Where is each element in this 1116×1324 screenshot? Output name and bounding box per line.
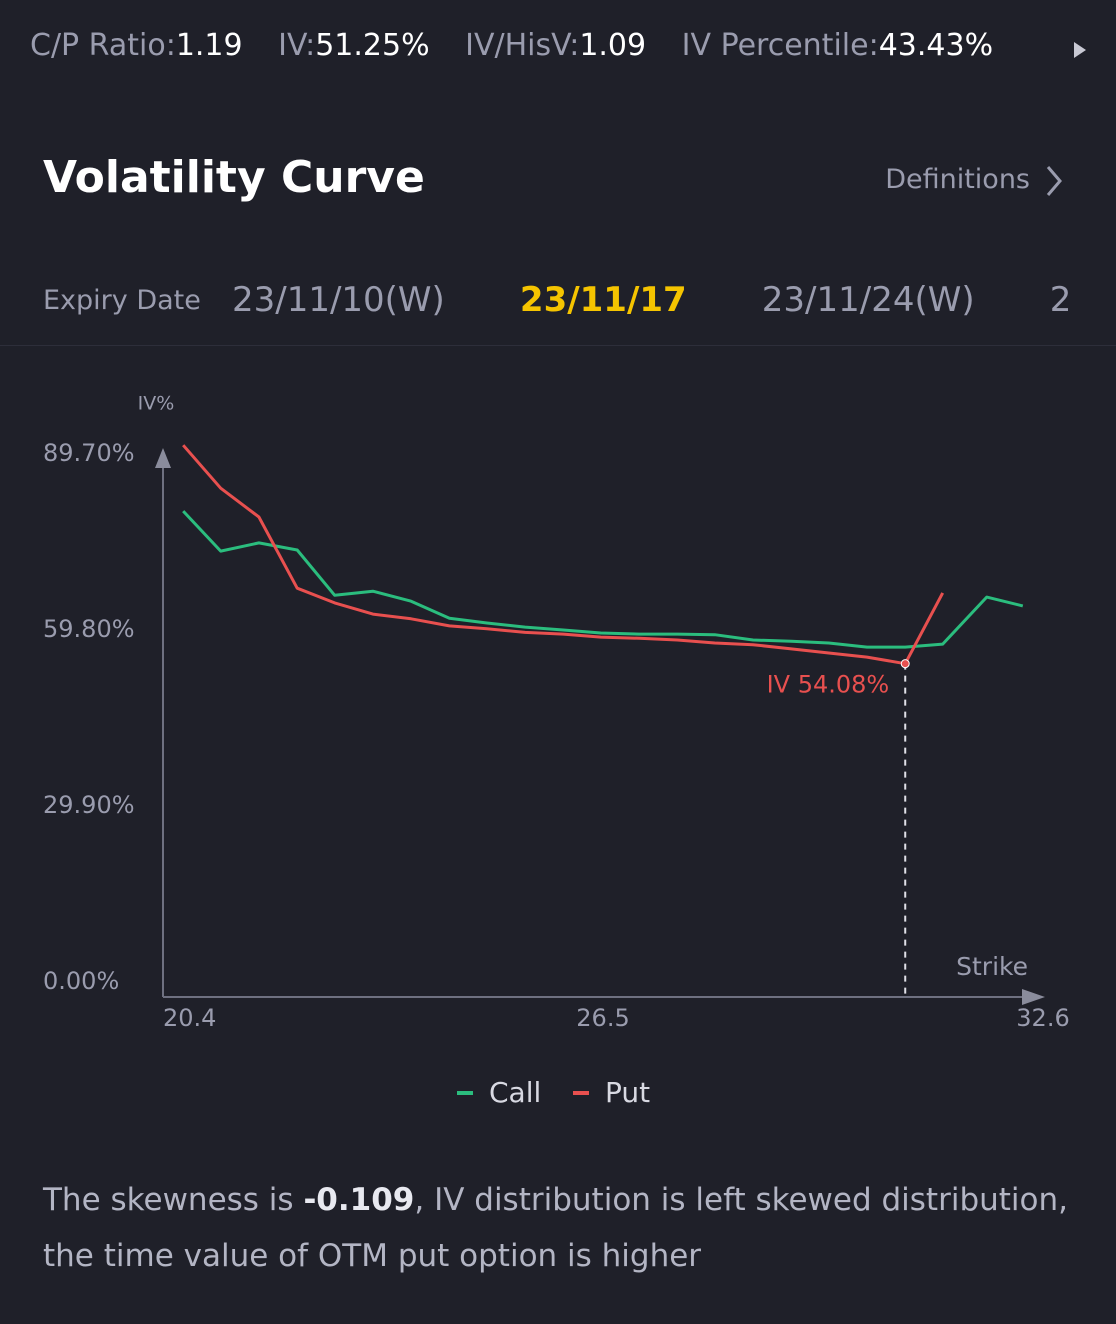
x-axis-arrow — [1022, 989, 1045, 1005]
y-axis-arrow — [155, 448, 171, 468]
divider — [0, 345, 1116, 346]
chart: IV% Strike 0.00% 29.90% 59.80% 89.70% 20.4 26… — [43, 393, 1070, 1110]
desc-text: The skewness is — [43, 1182, 304, 1218]
desc-text: , IV distribution is left skewed distrib… — [43, 1182, 1069, 1274]
stat-label: IV Percentile: — [681, 28, 879, 63]
more-arrow[interactable] — [1072, 40, 1090, 60]
series-line — [182, 444, 945, 666]
legend-label: Put — [605, 1076, 650, 1109]
x-tick-label: 32.6 — [1016, 1004, 1069, 1032]
stat: C/P Ratio:1.19 — [30, 28, 243, 63]
stat-value: 43.43% — [878, 28, 994, 63]
stat-value: 51.25% — [315, 28, 430, 63]
stat-value: 1.09 — [579, 28, 647, 63]
stat-label: IV/HisV: — [465, 28, 580, 63]
expiry-tab[interactable]: 23/11/10(W) — [231, 280, 445, 320]
stat-label: IV: — [278, 28, 316, 63]
skewness-value: -0.109 — [303, 1182, 415, 1218]
definitions-link[interactable]: Definitions — [885, 164, 1030, 195]
y-axis-label: IV% — [138, 393, 175, 415]
y-tick-label: 0.00% — [43, 967, 119, 995]
legend-swatch — [457, 1091, 473, 1095]
expiry-tab[interactable]: 23/11/17 — [519, 280, 687, 320]
stats-bar: C/P Ratio:1.19 IV:51.25% IV/HisV:1.09 IV… — [30, 28, 1042, 78]
stat-label: C/P Ratio: — [30, 28, 176, 63]
x-tick-label: 20.4 — [163, 1004, 216, 1032]
legend-swatch — [573, 1091, 589, 1095]
expiry-tab[interactable]: 23/ — [1049, 280, 1073, 320]
series-line — [182, 510, 1024, 649]
stat: IV:51.25% — [278, 28, 429, 63]
highlight-point — [900, 659, 910, 669]
expiry-tabs: Expiry Date 23/11/10(W) 23/11/17 23/11/2… — [43, 280, 1073, 330]
stat: IV/HisV:1.09 — [465, 28, 646, 63]
legend-label: Call — [489, 1076, 541, 1109]
section-title: Volatility Curve — [43, 152, 425, 203]
description: The skewness is -0.109, IV distribution … — [43, 1172, 1083, 1284]
stat-value: 1.19 — [175, 28, 243, 63]
y-tick-label: 29.90% — [43, 791, 135, 819]
stat: IV Percentile:43.43% — [682, 28, 993, 63]
expiry-label: Expiry Date — [43, 284, 201, 316]
chevron[interactable] — [1044, 164, 1064, 198]
y-tick-label: 59.80% — [43, 615, 135, 643]
value-label: IV 54.08% — [767, 671, 890, 699]
x-tick-label: 26.5 — [576, 1004, 629, 1032]
x-axis-label: Strike — [956, 952, 1028, 981]
y-tick-label: 89.70% — [43, 439, 135, 467]
expiry-tab[interactable]: 23/11/24(W) — [761, 280, 975, 320]
